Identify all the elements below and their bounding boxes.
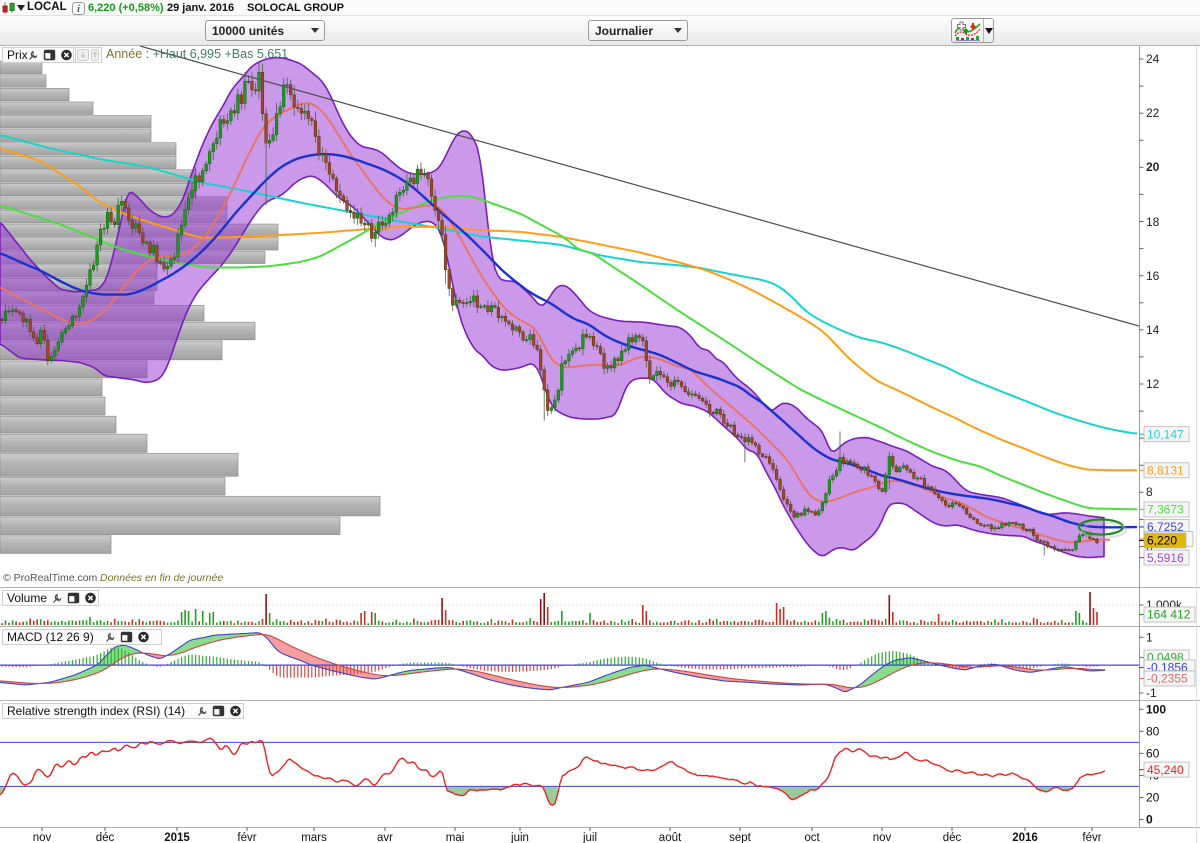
svg-text:août: août xyxy=(659,832,682,843)
svg-text:2015: 2015 xyxy=(164,832,190,843)
svg-text:© ProRealTime.com: © ProRealTime.com xyxy=(3,572,98,584)
svg-text:juil: juil xyxy=(582,832,597,843)
svg-text:60: 60 xyxy=(1146,747,1160,761)
svg-text:8,8131: 8,8131 xyxy=(1147,464,1184,478)
svg-text:5,5916: 5,5916 xyxy=(1147,551,1184,565)
svg-text:7,3673: 7,3673 xyxy=(1147,503,1184,517)
svg-text:nov: nov xyxy=(33,832,52,843)
svg-text:80: 80 xyxy=(1146,725,1160,739)
svg-text:0: 0 xyxy=(1146,813,1153,827)
svg-text:1: 1 xyxy=(1146,630,1153,644)
svg-text:20: 20 xyxy=(1146,791,1160,805)
svg-text:22: 22 xyxy=(1146,106,1160,120)
svg-text:6,7252: 6,7252 xyxy=(1147,520,1184,534)
svg-text:Données en fin de journée: Données en fin de journée xyxy=(100,572,223,584)
svg-text:déc: déc xyxy=(943,832,962,843)
svg-text:8: 8 xyxy=(1146,485,1153,499)
svg-text:2016: 2016 xyxy=(1012,832,1038,843)
svg-text:10,147: 10,147 xyxy=(1147,427,1184,441)
svg-text:sept: sept xyxy=(729,832,752,843)
svg-text:févr: févr xyxy=(1082,832,1101,843)
svg-text:i: i xyxy=(77,4,80,15)
svg-text:100: 100 xyxy=(1146,703,1166,717)
svg-text:6,220: 6,220 xyxy=(1147,534,1177,548)
svg-text:-0,2355: -0,2355 xyxy=(1147,672,1188,686)
svg-text:oct: oct xyxy=(804,832,820,843)
svg-text:juin: juin xyxy=(510,832,529,843)
svg-text:16: 16 xyxy=(1146,269,1160,283)
svg-text:45,240: 45,240 xyxy=(1147,763,1184,777)
svg-text:-1: -1 xyxy=(1146,686,1157,700)
svg-text:164 412: 164 412 xyxy=(1147,608,1191,622)
svg-text:20: 20 xyxy=(1146,160,1160,174)
svg-text:12: 12 xyxy=(1146,377,1160,391)
svg-text:févr: févr xyxy=(237,832,256,843)
svg-text:14: 14 xyxy=(1146,323,1160,337)
svg-text:avr: avr xyxy=(377,832,393,843)
svg-text:déc: déc xyxy=(96,832,115,843)
svg-text:nov: nov xyxy=(873,832,892,843)
svg-text:mai: mai xyxy=(446,832,465,843)
svg-text:mars: mars xyxy=(301,832,327,843)
svg-text:24: 24 xyxy=(1146,52,1160,66)
svg-text:18: 18 xyxy=(1146,215,1160,229)
